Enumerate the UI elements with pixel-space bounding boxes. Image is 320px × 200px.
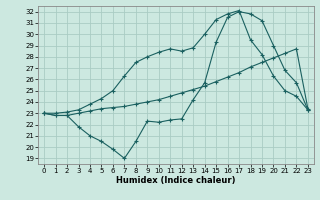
X-axis label: Humidex (Indice chaleur): Humidex (Indice chaleur) [116, 176, 236, 185]
